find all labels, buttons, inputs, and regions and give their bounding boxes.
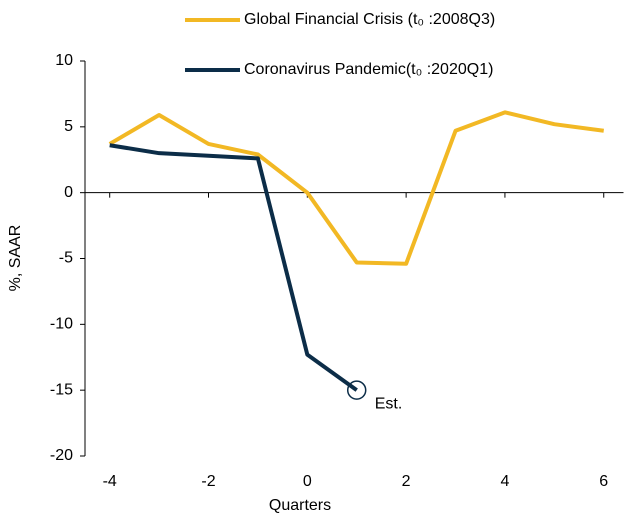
y-axis-label: %, SAAR [7,225,24,292]
y-tick-label: -5 [59,250,73,267]
y-tick-label: 0 [64,184,73,201]
annotation-circle [346,380,367,400]
x-tick-label: 4 [500,473,509,490]
x-tick-label: 0 [303,473,312,490]
x-axis-label: Quarters [269,497,331,514]
x-tick-label: 2 [402,473,411,490]
x-tick-label: 6 [599,473,608,490]
y-tick-label: -15 [50,381,73,398]
x-tick-label: -2 [201,473,215,490]
data-line [109,143,358,392]
y-tick-label: 5 [64,118,73,135]
legend-label: Coronavirus Pandemic(t₀ :2020Q1) [244,61,493,78]
y-tick-label: 10 [55,52,73,69]
data-line [108,110,605,266]
y-tick-label: -20 [50,447,73,464]
legend-label: Global Financial Crisis (t₀ :2008Q3) [244,11,495,28]
y-tick-label: -10 [50,316,73,333]
annotation-text: Est. [375,395,403,412]
x-tick-label: -4 [103,473,117,490]
